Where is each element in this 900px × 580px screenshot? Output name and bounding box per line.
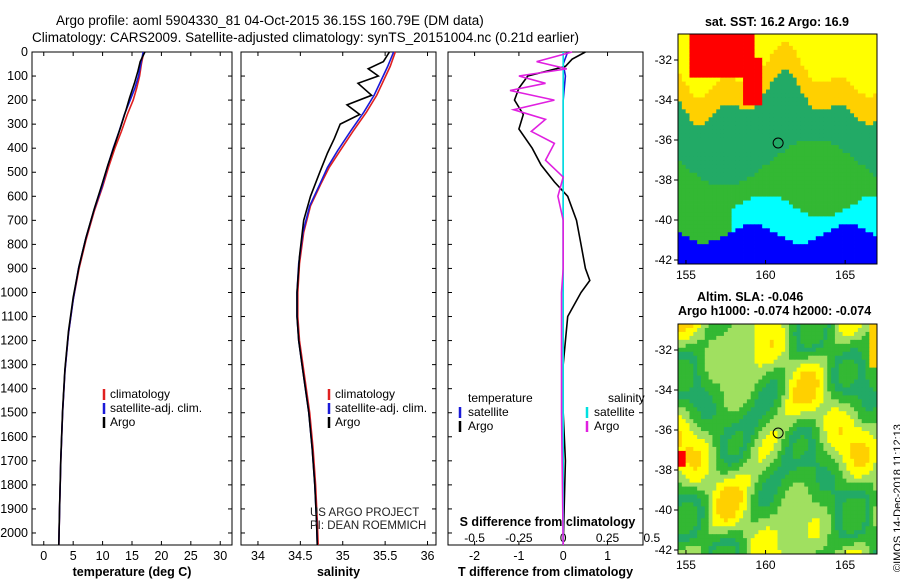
x-tick-label: 15 bbox=[125, 549, 139, 563]
y-tick-label: 1200 bbox=[0, 334, 28, 348]
map-y-tick-label: -32 bbox=[655, 343, 673, 357]
map-x-tick-label: 160 bbox=[756, 268, 776, 282]
s-diff-tick-label: 0.5 bbox=[644, 531, 661, 545]
map-y-tick-label: -40 bbox=[655, 213, 673, 227]
x-tick-label: 0 bbox=[40, 549, 47, 563]
x-tick-label: 25 bbox=[184, 549, 198, 563]
x-tick-label: -1 bbox=[513, 549, 524, 563]
map-field-1 bbox=[678, 34, 878, 265]
legend-title-temperature: temperature bbox=[468, 391, 533, 405]
map-y-tick-label: -34 bbox=[655, 93, 673, 107]
series-line-argo bbox=[58, 51, 146, 546]
pi-annotation: US ARGO PROJECT bbox=[310, 507, 419, 519]
map-y-tick-label: -36 bbox=[655, 423, 673, 437]
map-frame-2 bbox=[677, 323, 878, 555]
x-tick-label: -2 bbox=[469, 549, 480, 563]
series-line-temperature-argo bbox=[513, 51, 591, 546]
legend-label: Argo bbox=[594, 419, 620, 433]
map-x-tick-label: 155 bbox=[676, 558, 696, 572]
map-y-tick-label: -32 bbox=[655, 53, 673, 67]
map-x-tick-label: 160 bbox=[756, 558, 776, 572]
legend-label: satellite bbox=[594, 405, 635, 419]
panel-frame-2 bbox=[240, 51, 437, 546]
pi-annotation: PI: DEAN ROEMMICH bbox=[310, 520, 426, 532]
y-tick-label: 1600 bbox=[0, 430, 28, 444]
legend-label: climatology bbox=[335, 387, 395, 401]
x-tick-label: 1 bbox=[604, 549, 611, 563]
y-tick-label: 900 bbox=[7, 261, 28, 275]
map-y-tick-label: -38 bbox=[655, 463, 673, 477]
figure-title-line-2: Climatology: CARS2009. Satellite-adjuste… bbox=[32, 30, 580, 45]
y-tick-label: 300 bbox=[7, 117, 28, 131]
y-tick-label: 700 bbox=[7, 213, 28, 227]
map-y-tick-label: -40 bbox=[655, 503, 673, 517]
argo-float-marker-2 bbox=[772, 427, 784, 439]
map-y-tick-label: -42 bbox=[655, 253, 673, 267]
map-y-tick-label: -38 bbox=[655, 173, 673, 187]
map-y-tick-label: -36 bbox=[655, 133, 673, 147]
y-tick-label: 500 bbox=[7, 165, 28, 179]
x-tick-label: 34 bbox=[251, 549, 265, 563]
y-tick-label: 1400 bbox=[0, 382, 28, 396]
s-diff-tick-label: -0.5 bbox=[464, 531, 485, 545]
x-axis-label: salinity bbox=[317, 565, 360, 579]
x-tick-label: 0 bbox=[560, 549, 567, 563]
legend-label: Argo bbox=[110, 415, 136, 429]
x-tick-label: 5 bbox=[70, 549, 77, 563]
y-tick-label: 1100 bbox=[1, 310, 28, 324]
x-tick-label: 35.5 bbox=[373, 549, 397, 563]
legend-label: satellite-adj. clim. bbox=[110, 401, 202, 415]
legend-label: satellite bbox=[468, 405, 509, 419]
map-x-tick-label: 165 bbox=[835, 268, 855, 282]
legend-title-salinity: salinity bbox=[608, 391, 645, 405]
sla-map-title: Altim. SLA: -0.046 bbox=[697, 290, 803, 304]
y-tick-label: 2000 bbox=[0, 526, 28, 540]
x-axis-label: T difference from climatology bbox=[458, 565, 633, 579]
map-frame-1 bbox=[677, 33, 878, 265]
y-tick-label: 200 bbox=[7, 93, 28, 107]
x-tick-label: 10 bbox=[96, 549, 110, 563]
x-axis-label: temperature (deg C) bbox=[73, 565, 192, 579]
y-tick-label: 1700 bbox=[0, 454, 28, 468]
map-y-tick-label: -42 bbox=[655, 543, 673, 557]
x-tick-label: 34.5 bbox=[288, 549, 312, 563]
panel-frame-1 bbox=[31, 51, 233, 546]
y-tick-label: 400 bbox=[7, 141, 28, 155]
legend-label: satellite-adj. clim. bbox=[335, 401, 427, 415]
x-tick-label: 20 bbox=[154, 549, 168, 563]
s-diff-tick-label: 0.25 bbox=[596, 531, 620, 545]
map-x-tick-label: 155 bbox=[676, 268, 696, 282]
y-tick-label: 1800 bbox=[0, 478, 28, 492]
argo-float-marker-1 bbox=[772, 137, 784, 149]
y-tick-label: 1000 bbox=[0, 285, 28, 299]
y-tick-label: 1900 bbox=[0, 502, 28, 516]
y-tick-label: 0 bbox=[21, 45, 28, 59]
sla-map-subtitle: Argo h1000: -0.074 h2000: -0.074 bbox=[678, 304, 871, 318]
x-tick-label: 36 bbox=[421, 549, 435, 563]
s-diff-axis-label: S difference from climatology bbox=[460, 515, 636, 529]
series-line-argo bbox=[296, 51, 391, 546]
figure-title-line-1: Argo profile: aoml 5904330_81 04-Oct-201… bbox=[56, 13, 484, 28]
legend-label: Argo bbox=[335, 415, 361, 429]
y-tick-label: 1300 bbox=[0, 358, 28, 372]
x-tick-label: 30 bbox=[213, 549, 227, 563]
legend-label: climatology bbox=[110, 387, 170, 401]
map-y-tick-label: -34 bbox=[655, 383, 673, 397]
series-line-salinity-argo bbox=[509, 51, 573, 546]
map-field-2 bbox=[678, 324, 878, 555]
y-tick-label: 100 bbox=[7, 69, 28, 83]
panel-frame-3 bbox=[447, 51, 644, 546]
legend-label: Argo bbox=[468, 419, 494, 433]
y-tick-label: 1500 bbox=[0, 406, 28, 420]
s-diff-tick-label: -0.25 bbox=[505, 531, 533, 545]
y-tick-label: 600 bbox=[7, 189, 28, 203]
imos-stamp: ©IMOS 14-Dec-2018 11:12:13 bbox=[892, 424, 900, 572]
sst-map-title: sat. SST: 16.2 Argo: 16.9 bbox=[705, 15, 849, 29]
y-tick-label: 800 bbox=[7, 237, 28, 251]
map-x-tick-label: 165 bbox=[835, 558, 855, 572]
x-tick-label: 35 bbox=[336, 549, 350, 563]
